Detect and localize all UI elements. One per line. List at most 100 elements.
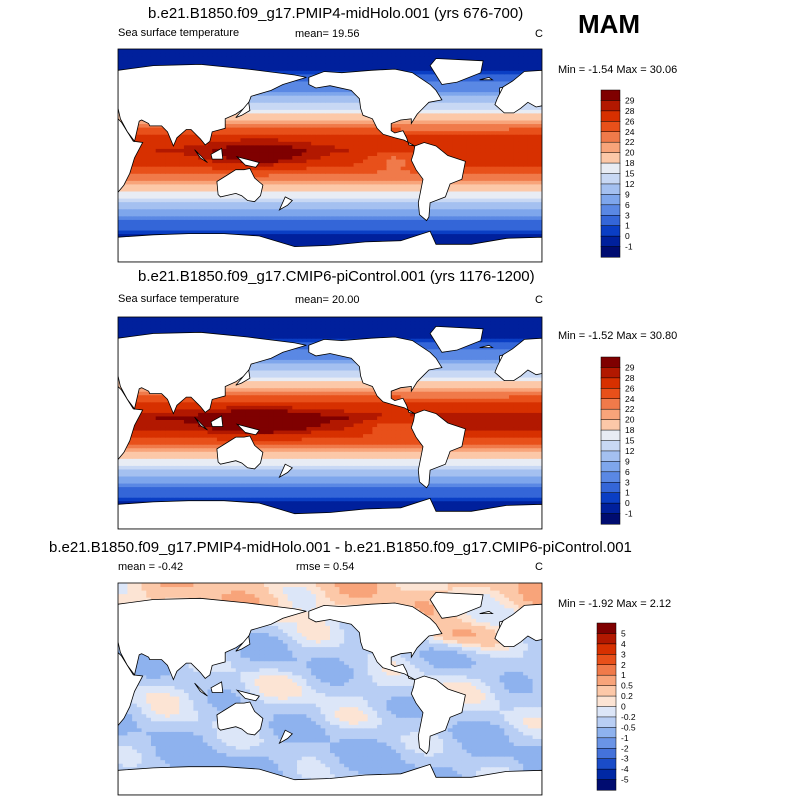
landmass-1-7 bbox=[216, 168, 264, 203]
colorbar-1-label-2: 28 bbox=[625, 106, 635, 116]
colorbar-3-label-3: 3 bbox=[621, 649, 626, 659]
colorbar-2-swatch-5 bbox=[600, 398, 621, 410]
landmass-1-6 bbox=[235, 101, 251, 118]
colorbar-3-swatch-3 bbox=[596, 643, 617, 655]
panel1-minmax: Min = -1.54 Max = 30.06 bbox=[558, 64, 678, 76]
colorbar-1-label-15: -1 bbox=[625, 242, 633, 252]
colorbar-1-label-11: 6 bbox=[625, 200, 630, 210]
landmass-2-11 bbox=[410, 409, 466, 489]
colorbar-2-label-12: 3 bbox=[625, 477, 630, 487]
colorbar-3-swatch-8 bbox=[596, 695, 617, 708]
colorbar-2-label-8: 15 bbox=[625, 436, 635, 446]
colorbar-2-label-10: 9 bbox=[625, 456, 630, 466]
colorbar-1-label-5: 22 bbox=[625, 137, 635, 147]
colorbar-1-swatch-11 bbox=[600, 194, 621, 206]
landmass-1-5 bbox=[235, 155, 260, 168]
colorbar-2-label-3: 26 bbox=[625, 383, 635, 393]
landmass-3-9 bbox=[308, 602, 443, 680]
colorbar-3-label-12: -2 bbox=[621, 743, 629, 753]
colorbar-2-label-9: 12 bbox=[625, 446, 635, 456]
colorbar-3-swatch-5 bbox=[596, 664, 617, 676]
colorbar-3-swatch-4 bbox=[596, 654, 617, 666]
colorbar-2-swatch-14 bbox=[600, 492, 621, 504]
colorbar-2-swatch-2 bbox=[600, 367, 621, 379]
colorbar-3-label-6: 0.5 bbox=[621, 681, 633, 691]
colorbar-3-label-8: 0 bbox=[621, 702, 626, 712]
colorbar-3-swatch-6 bbox=[596, 674, 617, 687]
sst-field-1 bbox=[118, 49, 542, 262]
colorbar-3-label-7: 0.2 bbox=[621, 691, 633, 701]
landmass-3-12 bbox=[118, 763, 542, 795]
landmass-3-10 bbox=[429, 591, 484, 619]
panel2-mean-label: mean= 20.00 bbox=[295, 294, 360, 306]
landmass-2-5 bbox=[235, 423, 260, 436]
colorbar-1-label-9: 12 bbox=[625, 179, 635, 189]
colorbar-1-swatch-7 bbox=[600, 152, 621, 164]
landmass-3-2 bbox=[118, 597, 307, 681]
colorbar-3-label-14: -4 bbox=[621, 764, 629, 774]
landmass-1-8 bbox=[278, 196, 293, 211]
panel2-title: b.e21.B1850.f09_g17.CMIP6-piControl.001 … bbox=[138, 268, 535, 285]
colorbar-2-swatch-1 bbox=[600, 356, 621, 368]
colorbar-1-swatch-8 bbox=[600, 162, 621, 175]
colorbar-2-swatch-3 bbox=[600, 377, 621, 389]
landmass-1-3 bbox=[194, 149, 208, 163]
colorbar-1-swatch-14 bbox=[600, 225, 621, 237]
landmass-2-2 bbox=[118, 331, 307, 415]
colorbar-3-label-15: -5 bbox=[621, 775, 629, 785]
colorbar-3-swatch-10 bbox=[596, 716, 617, 728]
map-frame-3 bbox=[117, 582, 543, 796]
panel2-units: C bbox=[535, 294, 543, 306]
landmass-3-13 bbox=[479, 610, 494, 614]
colorbar-1-label-6: 20 bbox=[625, 148, 635, 158]
landmass-2-13 bbox=[479, 344, 494, 349]
colorbar-1-label-7: 18 bbox=[625, 158, 635, 168]
colorbar-3-label-11: -1 bbox=[621, 733, 629, 743]
colorbar-3-swatch-14 bbox=[596, 758, 617, 770]
map-panel-3 bbox=[117, 582, 543, 796]
colorbar-3-swatch-16 bbox=[596, 779, 617, 791]
colorbar-2-label-14: 0 bbox=[625, 498, 630, 508]
colorbar-3-label-9: -0.2 bbox=[621, 712, 636, 722]
colorbar-3-label-13: -3 bbox=[621, 754, 629, 764]
colorbar-3-swatch-1 bbox=[596, 622, 617, 634]
colorbar-1-swatch-13 bbox=[600, 215, 621, 227]
colorbar-1-swatch-15 bbox=[600, 235, 621, 248]
colorbar-3-label-4: 2 bbox=[621, 660, 626, 670]
colorbar-3-swatch-15 bbox=[596, 768, 617, 781]
colorbar-2-swatch-16 bbox=[600, 513, 621, 525]
colorbar-1-label-12: 3 bbox=[625, 210, 630, 220]
colorbar-3-swatch-7 bbox=[596, 685, 617, 697]
colorbar-2-label-5: 22 bbox=[625, 404, 635, 414]
landmass-2-9 bbox=[308, 336, 443, 414]
colorbar-2-label-15: -1 bbox=[625, 509, 633, 519]
panel3-mean-label: mean = -0.42 bbox=[118, 561, 184, 573]
colorbar-2-swatch-13 bbox=[600, 482, 621, 494]
panel1-units: C bbox=[535, 28, 543, 40]
colorbar-1-swatch-6 bbox=[600, 141, 621, 154]
landmass-3-11 bbox=[410, 675, 466, 755]
colorbar-2-label-6: 20 bbox=[625, 415, 635, 425]
colorbar-2-label-1: 29 bbox=[625, 362, 635, 372]
sst-field-3 bbox=[118, 583, 542, 795]
colorbar-2-label-7: 18 bbox=[625, 425, 635, 435]
colorbar-1-label-1: 29 bbox=[625, 95, 635, 105]
colorbar-1-label-13: 1 bbox=[625, 221, 630, 231]
season-label: MAM bbox=[578, 9, 641, 39]
landmass-3-6 bbox=[235, 635, 251, 652]
landmass-2-12 bbox=[118, 497, 542, 529]
landmass-2-6 bbox=[235, 369, 251, 386]
panel3-units: C bbox=[535, 561, 543, 573]
landmass-2-7 bbox=[216, 435, 264, 470]
landmass-1-10 bbox=[429, 58, 484, 85]
colorbar-1-swatch-16 bbox=[600, 246, 621, 258]
colorbar-3-label-5: 1 bbox=[621, 670, 626, 680]
landmass-2-8 bbox=[278, 463, 293, 479]
colorbar-3-swatch-11 bbox=[596, 727, 617, 739]
colorbar-3-swatch-13 bbox=[596, 748, 617, 760]
colorbar-1-label-3: 26 bbox=[625, 116, 635, 126]
landmass-3-15 bbox=[494, 603, 542, 647]
colorbar-1-label-4: 24 bbox=[625, 127, 635, 137]
